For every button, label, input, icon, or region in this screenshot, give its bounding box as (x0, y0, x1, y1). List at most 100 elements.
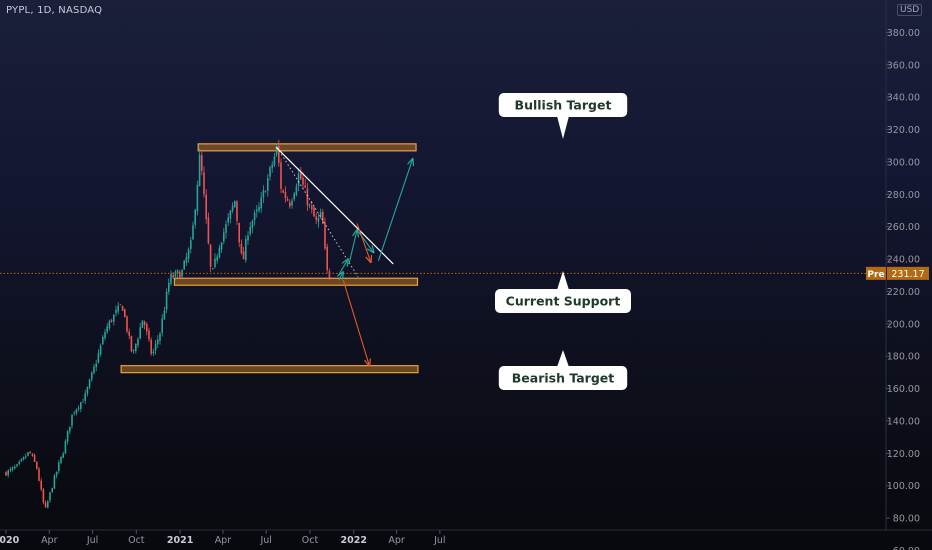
candle-body (126, 316, 128, 332)
pre-tag-box (866, 266, 886, 280)
candle-body (77, 407, 80, 409)
candle-body (267, 178, 269, 191)
candle-body (198, 154, 201, 187)
candle-body (282, 190, 284, 193)
candle-body (179, 271, 181, 279)
last-price-label: 231.17 (891, 269, 924, 280)
candle-body (69, 426, 71, 432)
callout-bullish-target: Bullish Target (498, 93, 628, 139)
y-tick-label: 320.00 (887, 125, 920, 136)
candle-body (229, 210, 232, 219)
candle-body (5, 471, 7, 476)
y-tick-label: 100.00 (887, 481, 920, 492)
pre-tag-label: Pre (867, 270, 884, 280)
candle-body (196, 184, 199, 212)
callout-bearish-target: Bearish Target (498, 350, 628, 390)
candle-body (128, 331, 130, 336)
candle-body (253, 212, 256, 221)
candle-body (93, 366, 95, 373)
candle-body (110, 320, 113, 322)
candle-body (157, 339, 159, 344)
trendlines-layer (0, 146, 886, 278)
callout-text: Bearish Target (512, 371, 615, 386)
candle-body (102, 337, 104, 345)
candle-body (146, 324, 148, 332)
symbol-title: PYPL, 1D, NASDAQ (6, 5, 103, 16)
callout-box (498, 366, 628, 390)
candle-body (269, 167, 271, 177)
candle-body (117, 305, 119, 312)
candle-body (99, 345, 102, 355)
candle-body (214, 258, 216, 267)
candle-body (82, 401, 84, 403)
x-tick-label: 2022 (341, 535, 367, 546)
candle-body (60, 456, 62, 464)
candle-body (284, 191, 287, 199)
candle-body (132, 349, 135, 351)
bullish-arrow (356, 229, 374, 253)
y-tick-label: 140.00 (887, 416, 920, 427)
x-tick-label: Apr (41, 535, 58, 546)
candle-body (91, 372, 93, 380)
candle-body (174, 271, 177, 277)
candle-body (280, 162, 282, 189)
candle-body (234, 200, 236, 208)
candle-body (66, 431, 69, 442)
callout-box (495, 289, 631, 313)
candles-layer (5, 139, 331, 509)
x-tick-label: Jul (86, 535, 98, 546)
time-axis[interactable]: 2020 Apr Jul Oct 2021 Apr Jul Oct 2022 Apr Jul (0, 529, 932, 546)
candle-body (293, 193, 295, 200)
candle-body (108, 320, 111, 329)
candle-body (203, 172, 205, 195)
y-tick-label: 80.00 (893, 514, 920, 525)
candle-body (130, 335, 133, 352)
candle-body (62, 453, 64, 458)
last-price-box (887, 266, 929, 280)
candle-body (97, 353, 100, 363)
candle-body (194, 209, 196, 225)
candle-body (205, 194, 207, 220)
candle-body (220, 242, 223, 250)
candle-body (124, 309, 126, 317)
candle-body (300, 171, 302, 180)
zone-band (197, 143, 417, 152)
callout-pointer (557, 271, 569, 290)
candle-body (58, 462, 60, 472)
candle-body (161, 318, 163, 333)
candle-body (278, 146, 280, 163)
callout-text: Current Support (506, 294, 621, 309)
candle-body (260, 197, 262, 209)
candle-body (315, 216, 317, 220)
candle-body (201, 155, 203, 171)
candle-body (27, 452, 29, 456)
candle-body (192, 225, 194, 240)
candle-body (227, 217, 229, 223)
candle-body (328, 271, 331, 278)
x-tick-label: Apr (388, 535, 405, 546)
callout-current-support: Current Support (495, 271, 631, 313)
candle-body (322, 211, 324, 224)
candle-body (304, 185, 306, 188)
candle-body (40, 480, 42, 490)
candle-body (249, 226, 251, 235)
candle-body (264, 191, 267, 193)
candle-body (256, 209, 258, 212)
candle-body (31, 454, 34, 456)
candle-body (308, 204, 311, 206)
callout-box (498, 93, 628, 117)
candle-body (47, 501, 49, 508)
candle-body (212, 268, 214, 270)
x-tick-label: Oct (302, 535, 319, 546)
candle-body (115, 309, 117, 314)
currency-label[interactable]: USD (897, 4, 923, 16)
candle-body (311, 206, 313, 210)
candle-body (168, 282, 170, 292)
candle-body (25, 456, 27, 458)
price-axis[interactable]: 60.00 80.00 100.00 120.00 140.00 160.00 180.00… (866, 0, 929, 550)
candle-body (209, 244, 212, 267)
x-tick-label: 2021 (167, 535, 193, 546)
y-tick-label: 280.00 (887, 190, 920, 201)
y-tick-label: 340.00 (887, 93, 920, 104)
